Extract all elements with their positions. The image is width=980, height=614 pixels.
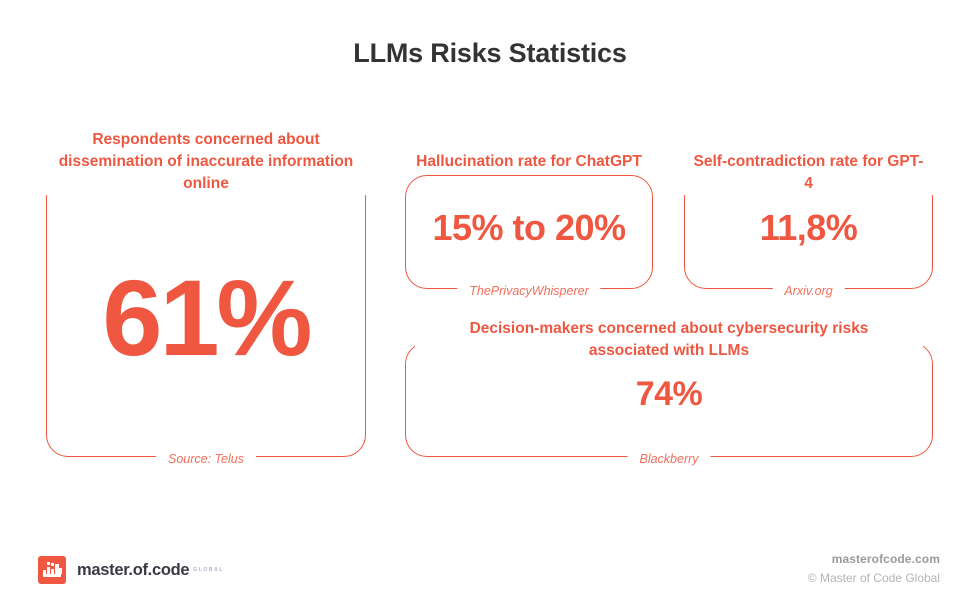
stat-card-value: 11,8% (759, 207, 858, 248)
page-title: LLMs Risks Statistics (353, 38, 627, 68)
footer-credits: masterofcode.com © Master of Code Global (808, 552, 940, 585)
footer-website: masterofcode.com (831, 552, 940, 566)
stat-card-value: 74% (635, 375, 703, 413)
logo-wordmark: master.of.code GLOBAL (77, 561, 224, 580)
footer-copyright: © Master of Code Global (807, 571, 940, 585)
stat-card-respondents: Respondents concerned about disseminatio… (42, 129, 370, 466)
stat-card-decision-makers: Decision-makers concerned about cybersec… (405, 318, 933, 466)
logo-subtitle: GLOBAL (193, 566, 224, 573)
brand-logo: master.of.code GLOBAL (38, 556, 224, 584)
stat-card-value: 15% to 20% (432, 207, 626, 248)
stat-card-heading: Respondents concerned about disseminatio… (42, 129, 370, 195)
logo-name: master.of.code (77, 560, 190, 579)
stat-card-heading: Decision-makers concerned about cybersec… (415, 318, 923, 362)
stat-card-hallucination: Hallucination rate for ChatGPT 15% to 20… (400, 151, 658, 298)
stat-card-heading: Self-contradiction rate for GPT-4 (679, 151, 938, 195)
stat-card-source: Arxiv.org (772, 284, 845, 298)
stat-card-source: Blackberry (627, 452, 711, 466)
stat-card-self-contradiction: Self-contradiction rate for GPT-4 11,8% … (679, 151, 938, 298)
stat-card-heading: Hallucination rate for ChatGPT (400, 151, 658, 173)
stat-card-source: Source: Telus (156, 452, 256, 466)
stat-card-value: 61% (102, 257, 312, 378)
logo-mark-icon (38, 556, 66, 584)
stat-card-source: ThePrivacyWhisperer (457, 284, 601, 298)
